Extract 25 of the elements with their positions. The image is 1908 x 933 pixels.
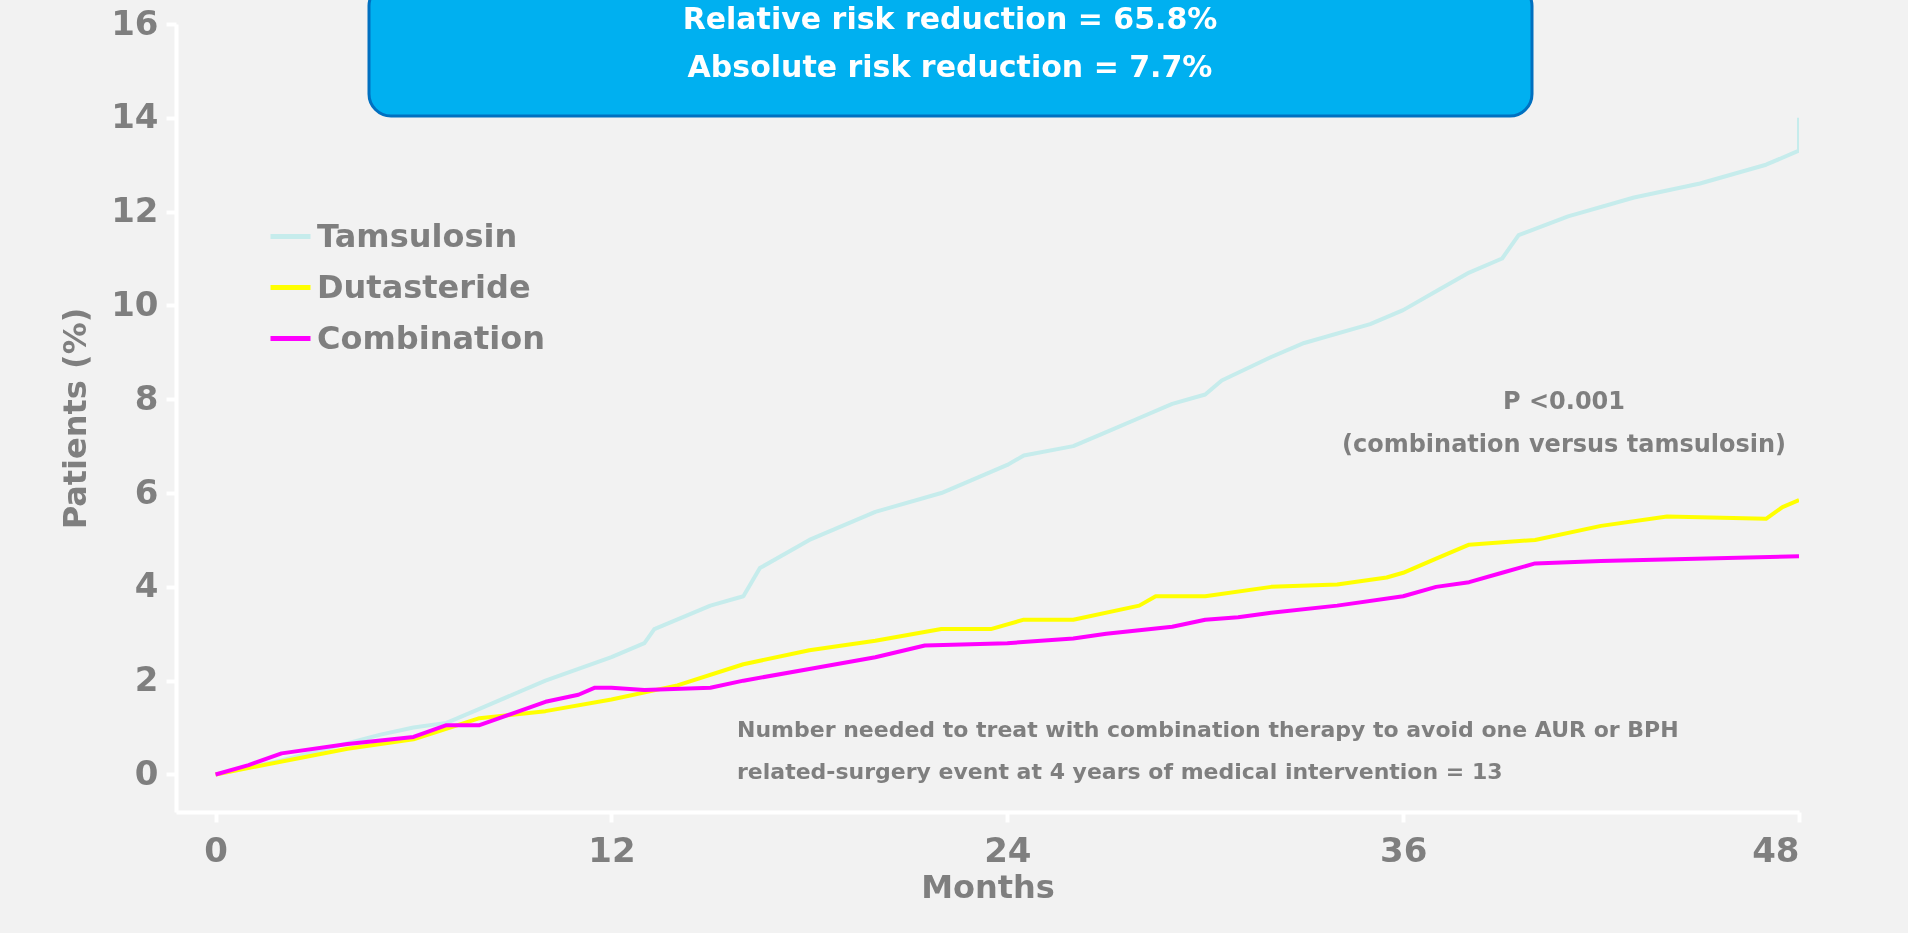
annotation: related-surgery event at 4 years of medical intervention = 13 xyxy=(737,759,1503,784)
x-tick-label: 12 xyxy=(588,829,636,870)
legend-label: Dutasteride xyxy=(317,267,531,306)
y-tick-label: 16 xyxy=(111,2,159,43)
x-tick-label: 24 xyxy=(984,829,1032,870)
y-tick-label: 2 xyxy=(134,659,159,700)
y-tick-label: 14 xyxy=(111,96,159,137)
y-tick-label: 10 xyxy=(111,283,159,324)
y-tick-label: 8 xyxy=(134,377,159,418)
y-tick-label: 0 xyxy=(134,752,159,793)
annotation: Number needed to treat with combination therapy to avoid one AUR or BPH xyxy=(737,717,1679,742)
y-tick-label: 12 xyxy=(111,190,159,231)
annotation: Relative risk reduction = 65.8% xyxy=(682,1,1218,36)
annotation: P <0.001 xyxy=(1503,387,1625,415)
legend-label: Tamsulosin xyxy=(317,216,518,255)
annotation: (combination versus tamsulosin) xyxy=(1341,430,1787,458)
x-tick-label: 0 xyxy=(204,829,228,870)
legend-label: Combination xyxy=(317,318,546,357)
x-axis-title: Months xyxy=(921,867,1055,906)
y-tick-label: 4 xyxy=(134,565,159,606)
y-tick-label: 6 xyxy=(134,471,159,512)
annotation: Absolute risk reduction = 7.7% xyxy=(687,49,1213,84)
y-axis-title: Patients (%) xyxy=(56,307,95,530)
x-tick-label: 48 xyxy=(1752,829,1800,870)
x-tick-label: 36 xyxy=(1379,829,1428,870)
